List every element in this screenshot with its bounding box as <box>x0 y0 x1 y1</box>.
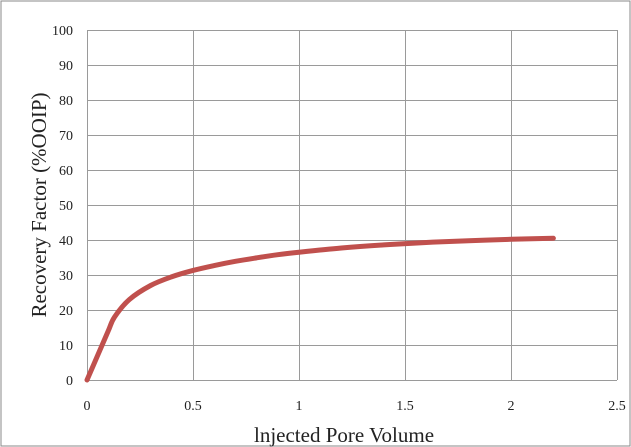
x-tick-label-4: 2 <box>508 399 515 414</box>
x-tick-label-0: 0 <box>84 399 91 414</box>
y-tick-label-8: 80 <box>59 94 73 109</box>
series-line-0 <box>84 235 556 383</box>
y-tick-label-0: 0 <box>66 374 73 389</box>
y-tick-label-9: 90 <box>59 59 73 74</box>
y-tick-label-1: 10 <box>59 339 73 354</box>
x-tick-label-1: 0.5 <box>184 399 202 414</box>
series-layer <box>84 235 556 383</box>
y-tick-label-7: 70 <box>59 129 73 144</box>
grid <box>87 30 618 381</box>
x-tick-label-3: 1.5 <box>396 399 414 414</box>
y-tick-label-4: 40 <box>59 234 73 249</box>
y-tick-label-2: 20 <box>59 304 73 319</box>
x-tick-label-5: 2.5 <box>608 399 626 414</box>
y-tick-label-3: 30 <box>59 269 73 284</box>
y-tick-label-6: 60 <box>59 164 73 179</box>
y-axis-title: Recovery Factor (%OOIP) <box>27 92 51 317</box>
x-axis-title: lnjected Pore Volume <box>254 423 434 447</box>
y-tick-label-5: 50 <box>59 199 73 214</box>
x-tick-label-2: 1 <box>296 399 303 414</box>
y-axis-ticks: 0 10 20 30 40 50 60 70 80 90 100 <box>52 24 73 389</box>
y-tick-label-10: 100 <box>52 24 73 39</box>
x-axis-ticks: 0 0.5 1 1.5 2 2.5 <box>84 399 626 414</box>
